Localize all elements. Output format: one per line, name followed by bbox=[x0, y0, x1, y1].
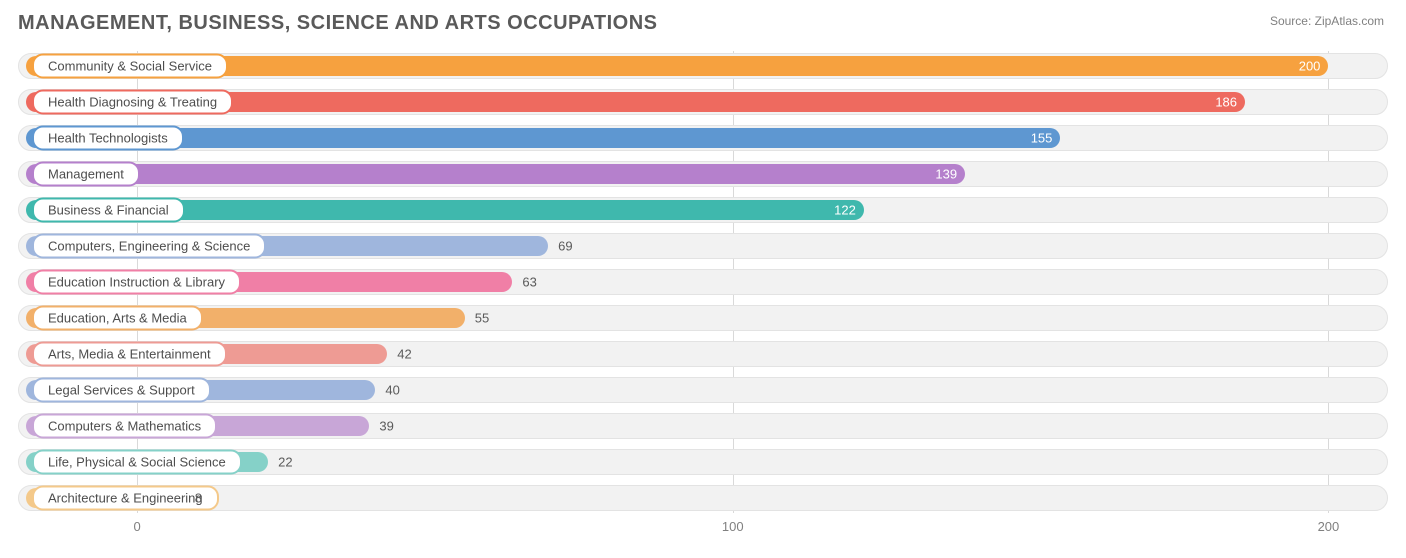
bar-value-label: 8 bbox=[195, 491, 202, 506]
bar-value-label: 63 bbox=[522, 275, 536, 290]
bar-category-pill: Community & Social Service bbox=[32, 54, 228, 79]
axis-tick-label: 200 bbox=[1318, 519, 1340, 534]
bar-category-pill: Management bbox=[32, 162, 140, 187]
bar-value-label: 55 bbox=[475, 311, 489, 326]
bar-fill bbox=[26, 164, 965, 184]
bar-row: Business & Financial 122 bbox=[18, 195, 1388, 225]
bar-category-pill: Education, Arts & Media bbox=[32, 306, 203, 331]
source-site: ZipAtlas.com bbox=[1315, 14, 1384, 28]
chart-x-axis: 0 100 200 bbox=[18, 519, 1388, 549]
bar-row: Education Instruction & Library 63 bbox=[18, 267, 1388, 297]
bar-row: Management 139 bbox=[18, 159, 1388, 189]
bar-value-label: 42 bbox=[397, 347, 411, 362]
bar-row: Computers, Engineering & Science 69 bbox=[18, 231, 1388, 261]
axis-tick-label: 100 bbox=[722, 519, 744, 534]
chart-plot-area: Community & Social Service 200 Health Diag… bbox=[18, 51, 1388, 513]
bar-value-label: 139 bbox=[935, 167, 957, 182]
bar-track bbox=[18, 485, 1388, 511]
bar-value-label: 22 bbox=[278, 455, 292, 470]
bar-value-label: 186 bbox=[1215, 95, 1237, 110]
bar-row: Health Technologists 155 bbox=[18, 123, 1388, 153]
bar-row: Computers & Mathematics 39 bbox=[18, 411, 1388, 441]
bar-row: Education, Arts & Media 55 bbox=[18, 303, 1388, 333]
bar-row: Arts, Media & Entertainment 42 bbox=[18, 339, 1388, 369]
bar-value-label: 69 bbox=[558, 239, 572, 254]
bar-row: Life, Physical & Social Science 22 bbox=[18, 447, 1388, 477]
bar-value-label: 122 bbox=[834, 203, 856, 218]
bar-category-pill: Architecture & Engineering bbox=[32, 486, 219, 511]
bar-row: Health Diagnosing & Treating 186 bbox=[18, 87, 1388, 117]
bar-value-label: 39 bbox=[379, 419, 393, 434]
bar-category-pill: Health Technologists bbox=[32, 126, 184, 151]
bar-category-pill: Business & Financial bbox=[32, 198, 185, 223]
bar-row: Legal Services & Support 40 bbox=[18, 375, 1388, 405]
bar-category-pill: Arts, Media & Entertainment bbox=[32, 342, 227, 367]
axis-tick-label: 0 bbox=[134, 519, 141, 534]
bar-category-pill: Computers & Mathematics bbox=[32, 414, 217, 439]
bar-value-label: 155 bbox=[1031, 131, 1053, 146]
source-attribution: Source: ZipAtlas.com bbox=[1270, 14, 1384, 28]
bar-category-pill: Computers, Engineering & Science bbox=[32, 234, 266, 259]
bar-category-pill: Health Diagnosing & Treating bbox=[32, 90, 233, 115]
bar-category-pill: Legal Services & Support bbox=[32, 378, 211, 403]
bar-category-pill: Life, Physical & Social Science bbox=[32, 450, 242, 475]
bar-value-label: 40 bbox=[385, 383, 399, 398]
bar-row: Architecture & Engineering8 bbox=[18, 483, 1388, 513]
source-label: Source: bbox=[1270, 14, 1311, 28]
bar-row: Community & Social Service 200 bbox=[18, 51, 1388, 81]
bar-category-pill: Education Instruction & Library bbox=[32, 270, 241, 295]
bar-value-label: 200 bbox=[1299, 59, 1321, 74]
page-title: MANAGEMENT, BUSINESS, SCIENCE AND ARTS O… bbox=[18, 12, 1388, 35]
occupations-bar-chart: Community & Social Service 200 Health Diag… bbox=[18, 51, 1388, 549]
